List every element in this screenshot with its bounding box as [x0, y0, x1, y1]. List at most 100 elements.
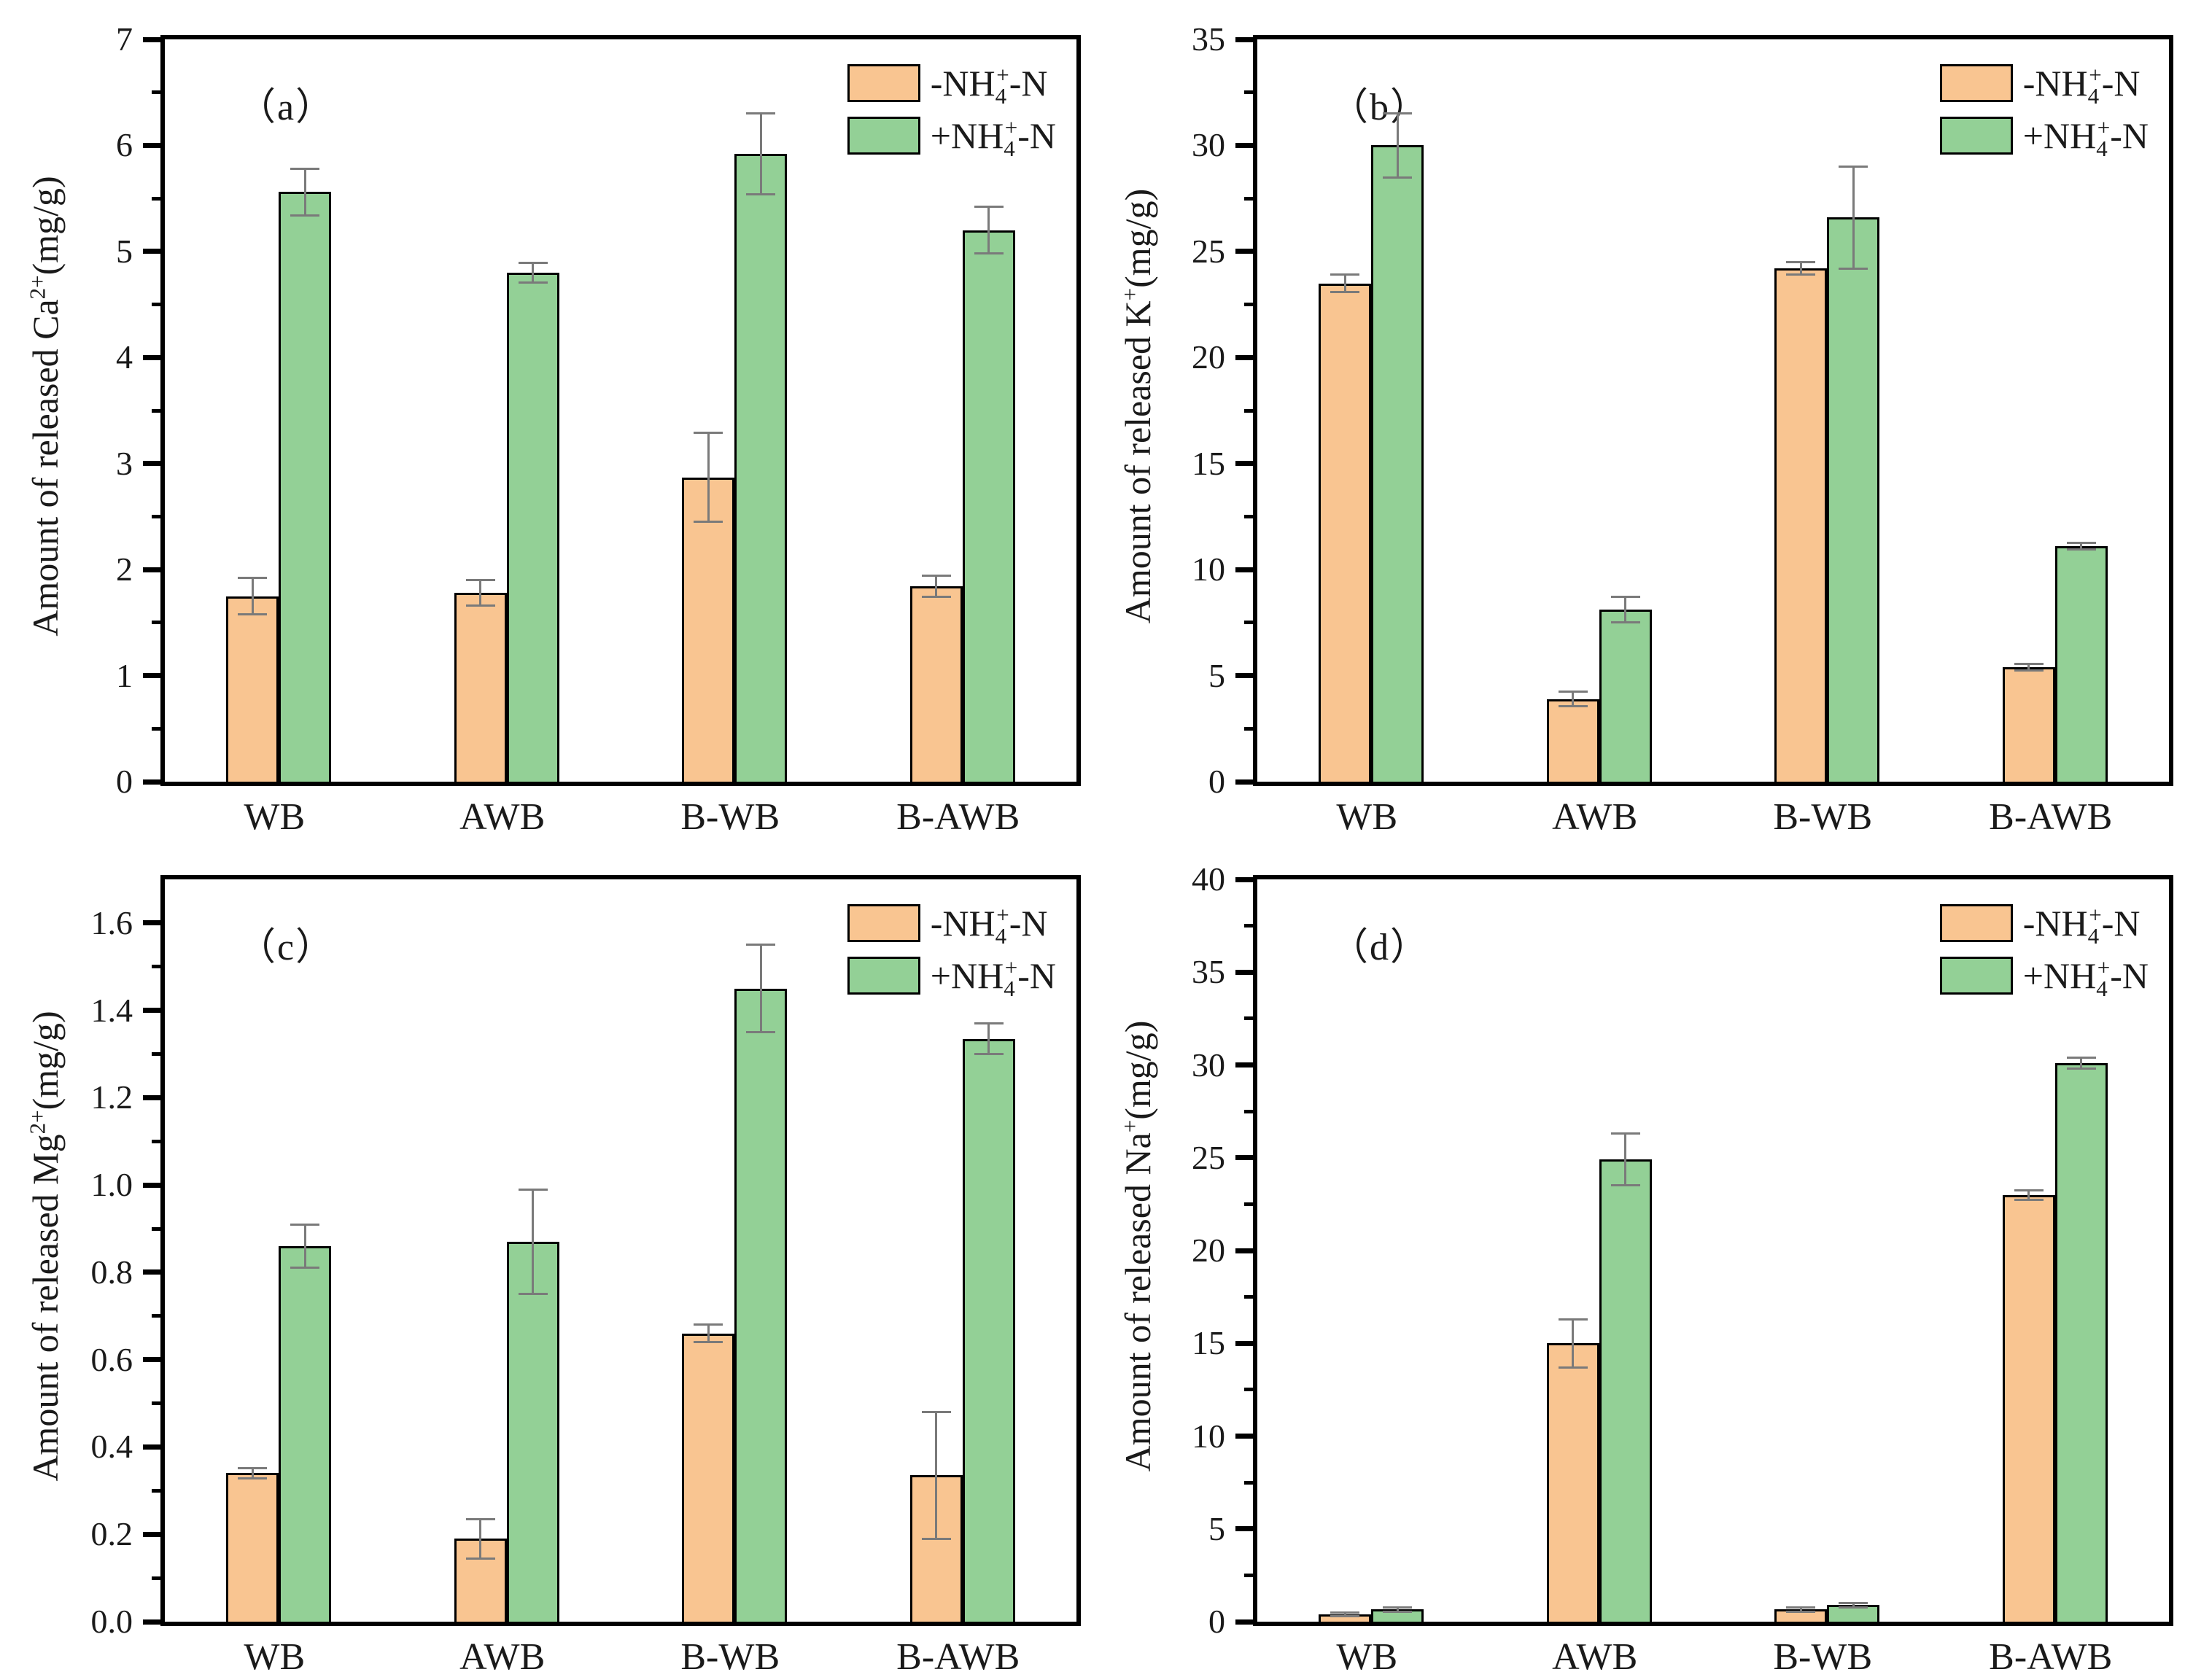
text-segment: -NH — [2022, 63, 2088, 104]
text-segment: 2+ — [24, 275, 50, 300]
bar-WB-plus-nh4 — [279, 1246, 332, 1622]
error-bar-cap-bottom — [465, 604, 495, 607]
error-bar-cap-top — [518, 1188, 548, 1191]
error-bar-cap-bottom — [1839, 267, 1868, 270]
error-bar-cap-bottom — [2066, 1068, 2096, 1070]
text-segment: +NH — [930, 115, 1004, 156]
x-tick-label-WB: WB — [244, 1636, 306, 1678]
error-bar-line — [1396, 1607, 1399, 1612]
y-minor-tick — [1244, 1573, 1253, 1577]
y-major-tick — [143, 249, 160, 254]
y-major-tick — [143, 673, 160, 679]
y-minor-tick — [152, 965, 160, 969]
legend-label-minus-nh4: -NH4+-N — [931, 902, 1048, 947]
bar-B-AWB-minus-nh4 — [2002, 1194, 2055, 1622]
error-bar-cap-top — [238, 1466, 268, 1469]
y-tick-label: 1 — [116, 656, 133, 694]
error-bar-cap-top — [465, 579, 495, 582]
x-tick-label-B-WB: B-WB — [680, 796, 780, 838]
legend-item-plus-nh4: +NH4+-N — [847, 115, 1056, 160]
text-segment: -N — [2110, 955, 2149, 996]
bar-WB-plus-nh4 — [279, 192, 332, 782]
error-bar-line — [759, 113, 762, 195]
error-bar-cap-bottom — [1330, 1614, 1360, 1617]
x-tick-label-B-AWB: B-AWB — [896, 796, 1020, 838]
error-bar-line — [1572, 691, 1575, 707]
legend-label-minus-nh4: -NH4+-N — [2022, 62, 2141, 107]
y-tick-label: 1.0 — [90, 1166, 133, 1204]
x-axis-labels: WB AWB B-WB B-AWB — [1253, 1635, 2173, 1680]
error-bar-line — [303, 1224, 306, 1268]
error-bar-line — [479, 1519, 482, 1559]
error-bar-line — [303, 168, 306, 216]
error-bar-cap-bottom — [746, 192, 776, 195]
error-bar-cap-bottom — [694, 521, 723, 524]
error-bar-line — [1852, 1603, 1855, 1608]
error-bar-line — [532, 262, 535, 283]
error-bar-line — [1852, 166, 1855, 269]
bar-B-AWB-minus-nh4 — [909, 586, 963, 782]
error-bar-cap-bottom — [974, 252, 1004, 255]
error-bar-line — [2027, 664, 2030, 671]
error-bar-cap-bottom — [746, 1031, 776, 1034]
error-bar-cap-top — [694, 1323, 723, 1326]
error-bar-cap-bottom — [1610, 621, 1640, 624]
error-bar-cap-bottom — [290, 1267, 320, 1269]
text-segment: -N — [2110, 115, 2149, 156]
error-bar-cap-top — [974, 206, 1004, 209]
legend-label-plus-nh4: +NH4+-N — [2023, 115, 2149, 160]
text-segment: 4 — [2087, 83, 2100, 109]
x-tick-label-AWB: AWB — [1552, 796, 1638, 838]
text-segment: + — [2089, 62, 2102, 88]
bar-WB-minus-nh4 — [226, 596, 279, 782]
legend-item-minus-nh4: -NH4+-N — [1939, 62, 2149, 107]
error-bar-cap-bottom — [694, 1341, 723, 1344]
error-bar-line — [2080, 542, 2083, 550]
y-tick-label: 10 — [1192, 551, 1225, 588]
y-tick-label: 15 — [1192, 1324, 1225, 1362]
bar-B-WB-plus-nh4 — [734, 154, 788, 782]
error-bar-line — [707, 432, 710, 522]
error-bar-line — [935, 1412, 938, 1539]
error-bar-line — [707, 1324, 710, 1342]
legend-swatch-minus-nh4 — [847, 64, 920, 102]
y-minor-tick — [152, 1139, 160, 1143]
x-axis-labels: WB AWB B-WB B-AWB — [160, 795, 1081, 840]
error-bar-cap-bottom — [921, 1537, 951, 1540]
legend-item-plus-nh4: +NH4+-N — [847, 956, 1056, 1000]
y-major-tick — [1235, 1526, 1253, 1532]
text-segment: + — [996, 62, 1009, 88]
y-minor-tick — [1244, 90, 1253, 95]
error-bar-cap-top — [1839, 166, 1868, 168]
y-tick-label: 35 — [1192, 20, 1225, 58]
legend: -NH4+-N +NH4+-N — [847, 902, 1056, 1009]
error-bar-cap-bottom — [2066, 548, 2096, 551]
y-tick-label: 0.4 — [90, 1428, 133, 1466]
x-tick-label-AWB: AWB — [1552, 1636, 1638, 1678]
legend: -NH4+-N +NH4+-N — [1939, 62, 2149, 169]
error-bar-line — [935, 575, 938, 597]
legend-swatch-plus-nh4 — [1939, 117, 2013, 155]
x-tick-label-WB: WB — [1336, 1636, 1398, 1678]
bar-WB-plus-nh4 — [1371, 145, 1424, 782]
y-minor-tick — [152, 514, 160, 518]
y-minor-tick — [1244, 621, 1253, 625]
y-major-tick — [1235, 876, 1253, 882]
text-segment: 4 — [2096, 136, 2108, 161]
error-bar-line — [1343, 274, 1346, 292]
error-bar-cap-bottom — [921, 596, 951, 599]
error-bar-line — [759, 944, 762, 1032]
y-major-tick — [143, 1094, 160, 1100]
text-segment: -N — [1009, 63, 1048, 104]
text-segment: + — [996, 902, 1009, 928]
error-bar-cap-top — [1383, 112, 1413, 115]
error-bar-cap-top — [1558, 1318, 1588, 1321]
error-bar-cap-bottom — [1330, 290, 1360, 293]
error-bar-cap-top — [1558, 690, 1588, 693]
y-minor-tick — [1244, 726, 1253, 731]
error-bar-cap-top — [1610, 596, 1640, 599]
error-bar-cap-top — [290, 1223, 320, 1226]
error-bar-cap-bottom — [974, 1053, 1004, 1056]
plot-area: （b） 0 5 10 15 20 25 30 35 -NH4+-N +NH4+-N — [1192, 20, 2173, 800]
